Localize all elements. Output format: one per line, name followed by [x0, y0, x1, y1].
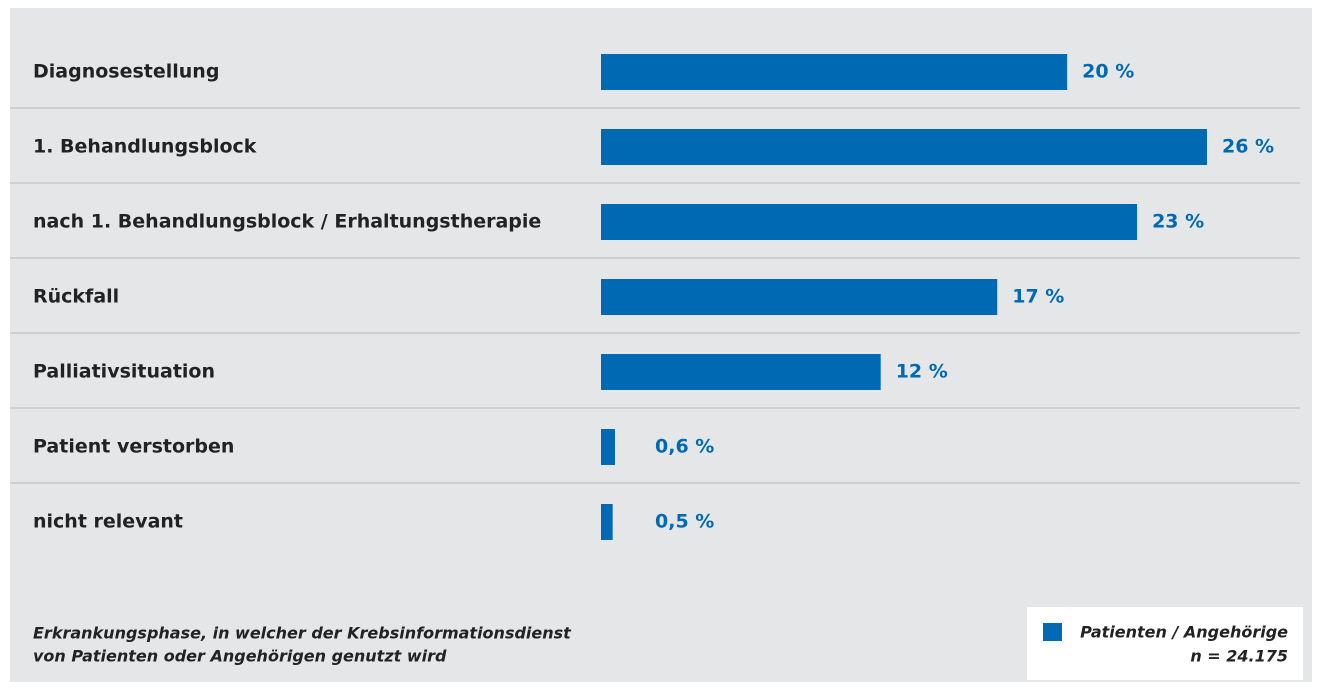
background — [10, 8, 1312, 682]
legend-label: Patienten / Angehörige — [1080, 623, 1288, 642]
bar — [601, 354, 881, 390]
bar — [601, 504, 613, 540]
category-label: 1. Behandlungsblock — [33, 136, 257, 158]
bar — [601, 54, 1068, 90]
value-label: 23 % — [1152, 211, 1204, 233]
value-label: 20 % — [1082, 61, 1134, 83]
category-label: Palliativsituation — [33, 361, 215, 383]
category-label: Diagnosestellung — [33, 61, 219, 83]
bar — [601, 129, 1207, 165]
caption: von Patienten oder Angehörigen genutzt w… — [33, 647, 447, 666]
category-label: Rückfall — [33, 286, 119, 308]
legend-swatch — [1043, 623, 1062, 641]
category-label: Patient verstorben — [33, 436, 234, 458]
category-label: nach 1. Behandlungsblock / Erhaltungsthe… — [33, 211, 541, 233]
bar — [601, 279, 998, 315]
value-label: 17 % — [1012, 286, 1064, 308]
value-label: 0,5 % — [655, 511, 714, 533]
legend-note: n = 24.175 — [1190, 647, 1288, 666]
bar — [601, 429, 615, 465]
legend-box — [1027, 607, 1303, 680]
bar — [601, 204, 1138, 240]
value-label: 12 % — [896, 361, 948, 383]
caption: Erkrankungsphase, in welcher der Krebsin… — [33, 624, 572, 643]
category-label: nicht relevant — [33, 511, 183, 533]
value-label: 26 % — [1222, 136, 1274, 158]
value-label: 0,6 % — [655, 436, 714, 458]
